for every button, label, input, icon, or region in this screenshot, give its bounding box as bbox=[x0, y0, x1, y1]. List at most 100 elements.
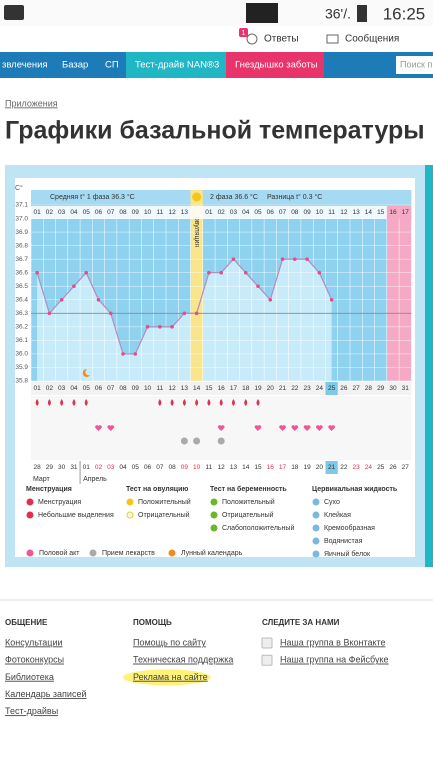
date: 31 bbox=[70, 464, 78, 471]
intercourse-heart bbox=[291, 425, 299, 431]
y-tick-label: 35.9 bbox=[15, 364, 28, 371]
phase-day: 12 bbox=[168, 209, 176, 216]
phase-day: 16 bbox=[389, 209, 397, 216]
legend-icon bbox=[312, 550, 320, 558]
cycle-day: 23 bbox=[303, 385, 311, 392]
moon bbox=[82, 368, 91, 377]
temperature-point bbox=[268, 297, 273, 302]
cycle-day: 17 bbox=[230, 385, 238, 392]
footer-link[interactable]: Наша группа на Фейсбуке bbox=[280, 655, 389, 665]
cycle-day: 16 bbox=[218, 385, 226, 392]
phase2-summary: 2 фаза 36.6 °C bbox=[210, 193, 258, 201]
legend-title: Менструация bbox=[26, 486, 72, 493]
cycle-day: 22 bbox=[291, 385, 299, 392]
cycle-day: 01 bbox=[34, 385, 42, 392]
footer-link[interactable]: Тест-драйвы bbox=[5, 706, 58, 716]
phase-day: 09 bbox=[303, 209, 311, 216]
phase-day: 02 bbox=[218, 209, 226, 216]
nav-item[interactable]: Тест-драйв NAN®3 bbox=[135, 60, 219, 71]
nav-item[interactable]: Базар bbox=[62, 60, 88, 71]
menstruation-drop bbox=[256, 399, 260, 406]
cycle-day: 25 bbox=[328, 385, 336, 392]
phase-day: 04 bbox=[242, 209, 250, 216]
menstruation-drop bbox=[195, 399, 199, 406]
y-tick-label: 36.5 bbox=[15, 283, 28, 290]
phase-day: 14 bbox=[365, 209, 373, 216]
intercourse-heart bbox=[95, 425, 102, 431]
date: 28 bbox=[34, 464, 42, 471]
menstruation-drop bbox=[244, 399, 248, 406]
search-box[interactable] bbox=[396, 56, 433, 74]
legend-item: Менструация bbox=[38, 499, 81, 506]
menstruation-drop bbox=[231, 399, 235, 406]
legend-item: Сухо bbox=[324, 499, 340, 506]
temperature-point bbox=[182, 311, 187, 316]
messages[interactable]: Сообщения bbox=[345, 33, 399, 45]
phase-day: 17 bbox=[402, 209, 410, 216]
date: 02 bbox=[95, 464, 103, 471]
phase-day: 11 bbox=[156, 209, 163, 216]
temperature-point bbox=[84, 270, 89, 275]
y-tick-label: 37.0 bbox=[15, 215, 28, 222]
footer-link[interactable]: Календарь записей bbox=[5, 689, 87, 699]
footer-link[interactable]: Техническая поддержка bbox=[133, 655, 233, 665]
phase-day: 07 bbox=[107, 209, 115, 216]
footer-link[interactable]: Консультации bbox=[5, 637, 63, 647]
nav-item[interactable]: звлечения bbox=[2, 60, 48, 71]
date: 22 bbox=[340, 464, 348, 471]
legend-icon bbox=[89, 549, 97, 557]
y-tick-label: 37.1 bbox=[15, 202, 28, 209]
highlight bbox=[123, 669, 211, 686]
temperature-point bbox=[133, 352, 138, 356]
date: 12 bbox=[218, 464, 226, 471]
legend-title: Цервикальная жидкость bbox=[312, 486, 398, 493]
footer-link[interactable]: Помощь по сайту bbox=[133, 637, 206, 647]
date: 30 bbox=[58, 464, 66, 471]
menstruation-drop bbox=[219, 399, 223, 406]
footer-link[interactable]: Фотоконкурсы bbox=[5, 655, 64, 665]
answers[interactable]: Ответы bbox=[264, 34, 299, 45]
month: Март bbox=[33, 476, 51, 483]
temperature-point bbox=[243, 270, 248, 275]
cycle-day: 31 bbox=[402, 385, 410, 392]
footer-link[interactable]: Библиотека bbox=[5, 672, 54, 682]
y-tick-label: 35.8 bbox=[15, 378, 28, 385]
today-date-cell bbox=[325, 461, 338, 474]
cycle-day: 20 bbox=[267, 385, 275, 392]
phase-day: 06 bbox=[267, 209, 275, 216]
legend-icon bbox=[312, 524, 320, 532]
legend-item: Прием лекарств bbox=[102, 550, 155, 557]
legend-icon bbox=[126, 498, 134, 506]
phase-day: 01 bbox=[34, 209, 42, 216]
cycle-day: 10 bbox=[144, 385, 152, 392]
date: 15 bbox=[254, 464, 262, 471]
date: 05 bbox=[132, 464, 140, 471]
date: 18 bbox=[291, 464, 299, 471]
late-day-cell bbox=[386, 206, 400, 219]
late-day-cell bbox=[399, 206, 412, 219]
nav-teal bbox=[126, 52, 226, 78]
date: 11 bbox=[206, 464, 213, 471]
menstruation-drop bbox=[47, 399, 51, 406]
month: Апрель bbox=[83, 476, 107, 483]
temperature-point bbox=[293, 257, 297, 261]
intercourse-heart bbox=[279, 425, 286, 431]
temperature-point bbox=[59, 297, 64, 302]
intercourse-heart bbox=[254, 425, 262, 431]
legend-icon bbox=[312, 498, 320, 506]
breadcrumb[interactable]: Приложения bbox=[5, 98, 58, 108]
temperature-point bbox=[145, 325, 150, 329]
nav-item[interactable]: СП bbox=[105, 60, 119, 71]
footer-link[interactable]: Наша группа в Вконтакте bbox=[280, 637, 386, 647]
legend-icon bbox=[26, 498, 34, 506]
nav-item[interactable]: Гнездышко заботы bbox=[235, 60, 318, 71]
battery-icon bbox=[357, 5, 367, 22]
late-column bbox=[386, 206, 400, 381]
cycle-day: 28 bbox=[365, 385, 373, 392]
footer-link[interactable]: Реклама на сайте bbox=[133, 672, 208, 682]
y-tick-label: 36.1 bbox=[15, 337, 28, 344]
temperature-point bbox=[108, 311, 113, 316]
menstruation-drop bbox=[84, 399, 88, 406]
legend-icon bbox=[312, 537, 320, 545]
cycle-day: 13 bbox=[181, 385, 189, 392]
